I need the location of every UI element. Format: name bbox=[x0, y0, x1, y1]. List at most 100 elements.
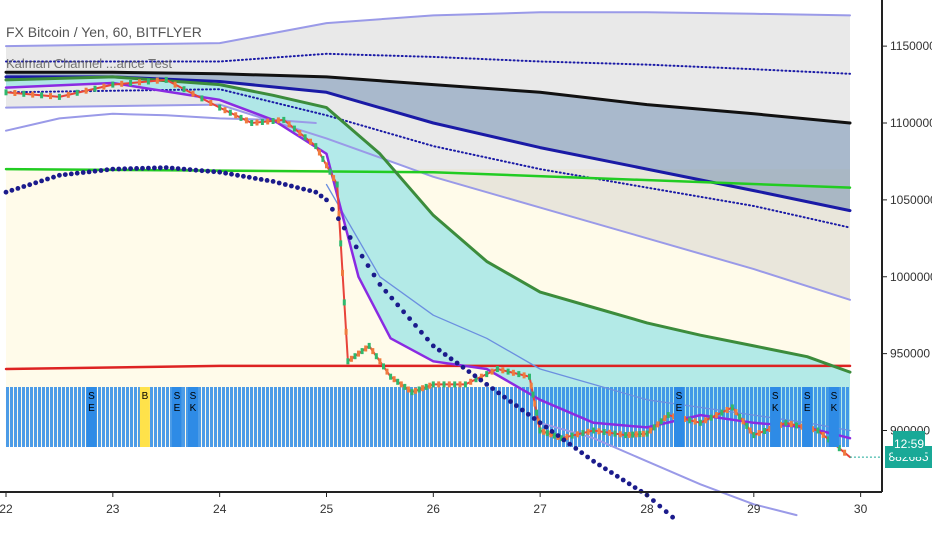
blue-dot bbox=[347, 235, 353, 240]
price-candle bbox=[332, 175, 336, 182]
price-candle bbox=[447, 381, 451, 388]
blue-dot bbox=[282, 182, 288, 187]
price-candle bbox=[13, 90, 17, 96]
signal-bar bbox=[102, 387, 105, 447]
signal-bar bbox=[826, 387, 829, 447]
signal-bar bbox=[642, 387, 645, 447]
signal-bar bbox=[330, 387, 333, 447]
signal-bar bbox=[514, 387, 517, 447]
signal-marker bbox=[828, 387, 839, 447]
blue-dot bbox=[116, 166, 122, 172]
signal-bar bbox=[26, 387, 29, 447]
price-candle bbox=[40, 92, 44, 99]
price-candle bbox=[602, 429, 606, 435]
price-candle bbox=[843, 449, 847, 456]
blue-dot bbox=[614, 473, 620, 479]
blue-dot bbox=[324, 197, 329, 203]
blue-dot bbox=[430, 343, 436, 349]
signal-bar bbox=[342, 387, 345, 447]
signal-bar bbox=[454, 387, 457, 447]
signal-bar bbox=[406, 387, 409, 447]
x-tick-label: 24 bbox=[213, 502, 227, 516]
signal-bar bbox=[126, 387, 129, 447]
price-candle bbox=[597, 428, 601, 435]
x-tick-label: 26 bbox=[427, 502, 441, 516]
price-candle bbox=[367, 342, 371, 349]
price-candle bbox=[223, 107, 227, 114]
price-candle bbox=[271, 118, 275, 124]
signal-bar bbox=[150, 387, 153, 447]
signal-bar bbox=[266, 387, 269, 447]
green-ma-line bbox=[4, 75, 852, 374]
price-candle bbox=[545, 430, 549, 437]
signal-bar bbox=[742, 387, 745, 447]
price-candle bbox=[638, 431, 642, 438]
signal-bar bbox=[270, 387, 273, 447]
price-candle bbox=[389, 373, 393, 380]
signal-bar bbox=[370, 387, 373, 447]
price-candle bbox=[542, 428, 546, 435]
signal-bar bbox=[278, 387, 281, 447]
blue-dot bbox=[502, 394, 507, 400]
blue-dot bbox=[223, 170, 229, 176]
blue-dot bbox=[246, 174, 252, 180]
price-candle bbox=[382, 363, 385, 370]
blue-dot bbox=[425, 336, 430, 342]
price-candle bbox=[479, 373, 483, 380]
price-candle bbox=[698, 419, 702, 426]
price-candle bbox=[666, 412, 670, 419]
price-candle bbox=[399, 381, 403, 388]
price-candle bbox=[506, 368, 510, 375]
price-candle bbox=[538, 427, 542, 434]
signal-bar bbox=[726, 387, 729, 447]
price-candle bbox=[618, 431, 622, 438]
signal-bar bbox=[46, 387, 49, 447]
x-axis-ticks: 22 23 24 25 26 27 28 29 30 bbox=[0, 492, 868, 516]
price-candle bbox=[244, 117, 248, 124]
signal-bar bbox=[574, 387, 577, 447]
price-candle bbox=[378, 358, 382, 365]
signal-bar bbox=[226, 387, 229, 447]
blue-dot bbox=[336, 216, 341, 222]
blue-dot bbox=[585, 454, 590, 460]
price-candle bbox=[410, 389, 414, 396]
signal-marker bbox=[171, 387, 182, 447]
price-candle bbox=[357, 350, 360, 357]
signal-bar bbox=[554, 387, 557, 447]
signal-bar bbox=[746, 387, 749, 447]
x-tick-label: 25 bbox=[320, 502, 334, 516]
signal-marker bbox=[802, 387, 813, 447]
price-candle bbox=[709, 414, 713, 421]
signal-bar bbox=[434, 387, 437, 447]
signal-marker-label: K bbox=[190, 403, 197, 414]
signal-bar bbox=[498, 387, 501, 447]
price-candle bbox=[576, 431, 579, 438]
price-candle bbox=[624, 432, 628, 439]
signal-bar bbox=[10, 387, 13, 447]
price-candle bbox=[360, 348, 364, 355]
price-candle bbox=[424, 383, 428, 390]
blue-dot bbox=[626, 481, 632, 487]
signal-bar bbox=[310, 387, 313, 447]
red-line-line bbox=[4, 364, 852, 371]
signal-bar bbox=[838, 387, 841, 447]
signal-bar bbox=[414, 387, 417, 447]
price-candle bbox=[485, 371, 489, 378]
signal-marker-label: E bbox=[804, 403, 811, 414]
price-candle bbox=[437, 381, 441, 388]
price-candle bbox=[453, 381, 457, 388]
signal-bar bbox=[798, 387, 801, 447]
price-candle bbox=[533, 400, 537, 407]
signal-bar bbox=[442, 387, 445, 447]
blue-dot bbox=[448, 356, 454, 362]
signal-bar bbox=[78, 387, 81, 447]
blue-dot bbox=[460, 364, 466, 370]
signal-bar bbox=[590, 387, 593, 447]
blue-dot bbox=[289, 183, 294, 189]
blue-dot bbox=[175, 166, 181, 172]
signal-bar bbox=[326, 387, 329, 447]
blue-dot bbox=[313, 189, 319, 195]
y-tick-label: 1100000 bbox=[890, 116, 932, 130]
blue-dot bbox=[651, 498, 656, 503]
